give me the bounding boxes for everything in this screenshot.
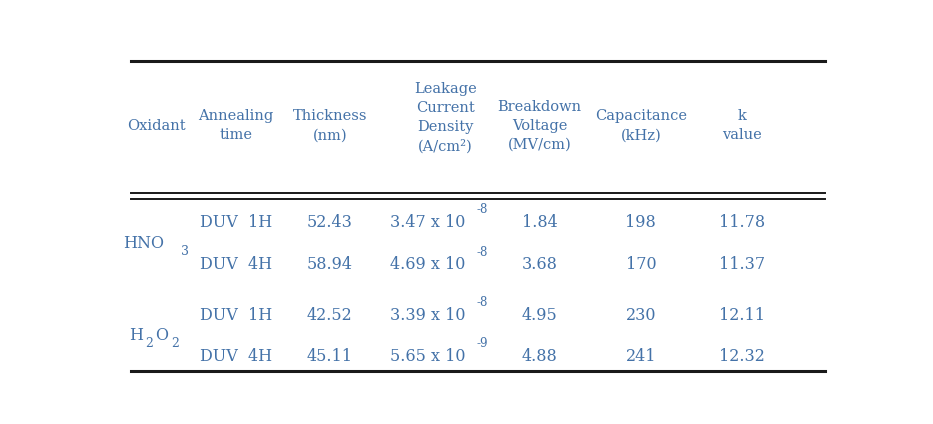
Text: -8: -8 — [476, 246, 487, 259]
Text: 52.43: 52.43 — [307, 214, 353, 231]
Text: HNO: HNO — [123, 235, 164, 252]
Text: DUV  1H: DUV 1H — [200, 214, 272, 231]
Text: 3.47 x 10: 3.47 x 10 — [390, 214, 466, 231]
Text: 12.32: 12.32 — [719, 348, 765, 365]
Text: 3.68: 3.68 — [522, 256, 558, 273]
Text: 5.65 x 10: 5.65 x 10 — [390, 348, 466, 365]
Text: O: O — [155, 327, 168, 344]
Text: Leakage
Current
Density
(A/cm²): Leakage Current Density (A/cm²) — [414, 82, 477, 153]
Text: 4.95: 4.95 — [522, 307, 558, 324]
Text: 241: 241 — [626, 348, 656, 365]
Text: -9: -9 — [476, 337, 488, 350]
Text: Annealing
time: Annealing time — [199, 109, 273, 142]
Text: 198: 198 — [625, 214, 656, 231]
Text: 11.78: 11.78 — [719, 214, 765, 231]
Text: Thickness
(nm): Thickness (nm) — [293, 109, 368, 142]
Text: Breakdown
Voltage
(MV/cm): Breakdown Voltage (MV/cm) — [497, 100, 581, 152]
Text: 11.37: 11.37 — [719, 256, 765, 273]
Text: 3.39 x 10: 3.39 x 10 — [390, 307, 466, 324]
Text: 230: 230 — [626, 307, 656, 324]
Text: DUV  4H: DUV 4H — [200, 256, 272, 273]
Text: H: H — [129, 327, 143, 344]
Text: Oxidant: Oxidant — [127, 119, 186, 133]
Text: k
value: k value — [722, 109, 762, 142]
Text: 42.52: 42.52 — [307, 307, 353, 324]
Text: 45.11: 45.11 — [307, 348, 353, 365]
Text: 2: 2 — [171, 337, 179, 350]
Text: -8: -8 — [476, 296, 487, 310]
Text: 58.94: 58.94 — [307, 256, 353, 273]
Text: DUV  1H: DUV 1H — [200, 307, 272, 324]
Text: 4.88: 4.88 — [522, 348, 558, 365]
Text: DUV  4H: DUV 4H — [200, 348, 272, 365]
Text: -8: -8 — [476, 204, 487, 216]
Text: 3: 3 — [181, 245, 189, 258]
Text: 170: 170 — [625, 256, 656, 273]
Text: 2: 2 — [145, 337, 153, 350]
Text: 12.11: 12.11 — [719, 307, 765, 324]
Text: 4.69 x 10: 4.69 x 10 — [390, 256, 466, 273]
Text: 1.84: 1.84 — [522, 214, 558, 231]
Text: Capacitance
(kHz): Capacitance (kHz) — [595, 109, 687, 142]
